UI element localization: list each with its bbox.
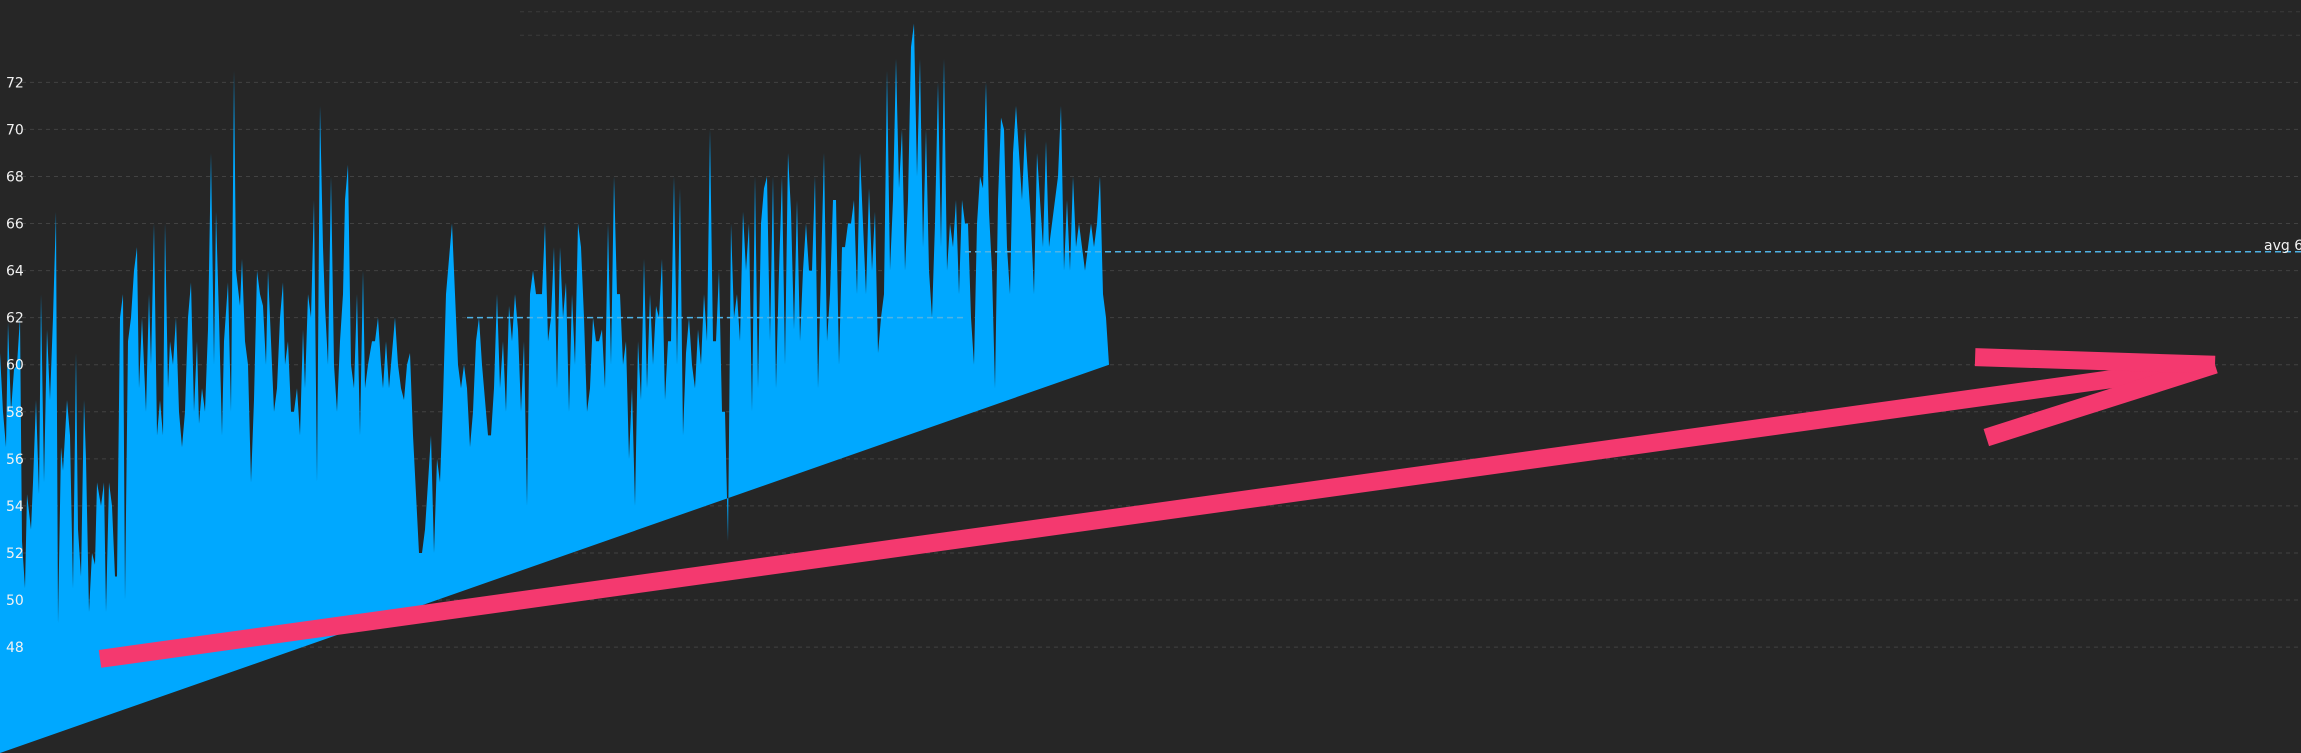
series-area — [0, 23, 1109, 753]
y-tick-label-48: 48 — [6, 640, 24, 656]
y-tick-label-62: 62 — [6, 311, 24, 327]
y-tick-label-72: 72 — [6, 75, 24, 91]
trend-arrow-head-upper — [1983, 356, 2218, 447]
y-tick-label-54: 54 — [6, 499, 24, 515]
trend-arrow-head-lower — [1974, 348, 2216, 374]
average-label: avg 6 — [2264, 238, 2301, 254]
grid-lines — [14, 11, 2301, 648]
trend-arrow-shaft — [98, 355, 2217, 668]
y-tick-label-68: 68 — [6, 169, 24, 185]
y-tick-label-52: 52 — [6, 546, 24, 562]
y-tick-label-50: 50 — [6, 593, 24, 609]
y-axis-ticks: 48 50 52 54 56 58 60 62 64 66 68 70 72 — [6, 75, 24, 656]
average-lines: avg 6 — [467, 238, 2301, 319]
y-tick-label-60: 60 — [6, 358, 24, 374]
y-tick-label-56: 56 — [6, 452, 24, 468]
y-tick-label-58: 58 — [6, 405, 24, 421]
y-tick-label-70: 70 — [6, 122, 24, 138]
y-tick-label-66: 66 — [6, 217, 24, 233]
trend-arrow — [98, 348, 2218, 668]
series-area-fill — [0, 23, 1109, 753]
y-tick-label-64: 64 — [6, 264, 24, 280]
